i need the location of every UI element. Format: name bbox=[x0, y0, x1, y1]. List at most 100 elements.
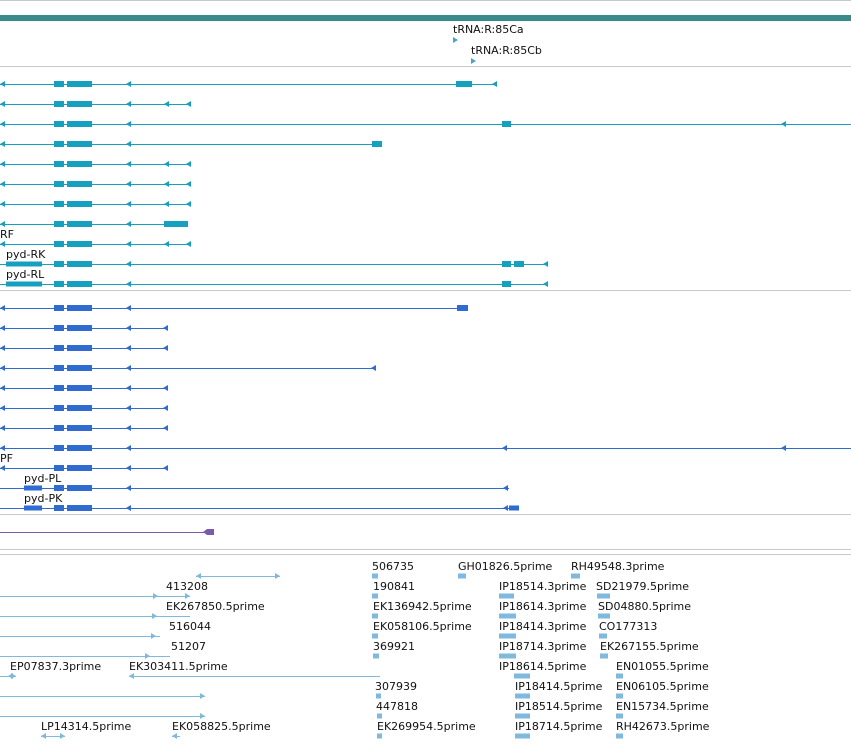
est-label[interactable]: LP14314.5prime bbox=[41, 720, 132, 733]
transcript-row[interactable] bbox=[0, 121, 851, 127]
transcript-row[interactable] bbox=[0, 281, 548, 287]
transcript-label[interactable]: RF bbox=[0, 228, 14, 241]
transcript-row[interactable] bbox=[0, 425, 168, 431]
strand-arrow-icon bbox=[126, 485, 131, 491]
exon-block bbox=[456, 81, 472, 87]
transcript-row[interactable] bbox=[0, 305, 468, 311]
exon-block bbox=[54, 221, 64, 227]
transcript-row[interactable] bbox=[0, 385, 168, 391]
transcript-label[interactable]: pyd-PL bbox=[24, 472, 62, 485]
gene-span-bar[interactable] bbox=[0, 15, 851, 21]
transcript-row[interactable] bbox=[0, 101, 191, 107]
strand-arrow-icon bbox=[163, 405, 168, 411]
est-label[interactable]: 190841 bbox=[373, 580, 415, 593]
transcript-label[interactable]: pyd-PK bbox=[24, 492, 63, 505]
transcript-row[interactable] bbox=[0, 241, 191, 247]
strand-arrow-icon bbox=[126, 101, 131, 107]
est-label[interactable]: EN15734.5prime bbox=[616, 700, 709, 713]
transcript-row[interactable] bbox=[0, 141, 382, 147]
exon-block bbox=[372, 141, 382, 147]
strand-arrow-icon bbox=[0, 405, 5, 411]
est-label[interactable]: IP18714.5prime bbox=[515, 720, 603, 733]
est-label[interactable]: 516044 bbox=[169, 620, 211, 633]
est-label[interactable]: IP18514.5prime bbox=[515, 700, 603, 713]
est-label[interactable]: EK058825.5prime bbox=[172, 720, 271, 733]
transcript-row[interactable] bbox=[0, 445, 851, 451]
strand-arrow-icon bbox=[0, 305, 5, 311]
strand-arrow-icon bbox=[503, 485, 508, 491]
est-label[interactable]: CO177313 bbox=[599, 620, 658, 633]
est-block bbox=[499, 633, 516, 639]
exon-block bbox=[54, 141, 64, 147]
est-label[interactable]: EK267850.5prime bbox=[166, 600, 265, 613]
est-label[interactable]: GH01826.5prime bbox=[458, 560, 553, 573]
strand-arrow-icon bbox=[126, 505, 131, 511]
strand-arrow-icon bbox=[492, 81, 497, 87]
est-label[interactable]: SD21979.5prime bbox=[596, 580, 689, 593]
exon-block bbox=[67, 141, 92, 147]
transcript-row[interactable] bbox=[0, 161, 191, 167]
strand-arrow-icon bbox=[126, 181, 131, 187]
est-label[interactable]: EK136942.5prime bbox=[373, 600, 472, 613]
transcript-row[interactable] bbox=[0, 201, 191, 207]
est-label[interactable]: IP18714.3prime bbox=[499, 640, 587, 653]
exon-block bbox=[54, 81, 64, 87]
transcript-row[interactable] bbox=[0, 465, 168, 471]
transcript-row[interactable] bbox=[0, 505, 519, 511]
transcript-row[interactable] bbox=[0, 261, 548, 267]
strand-arrow-icon bbox=[186, 161, 191, 167]
exon-block bbox=[54, 425, 64, 431]
est-label[interactable]: 307939 bbox=[375, 680, 417, 693]
est-label[interactable]: 506735 bbox=[372, 560, 414, 573]
est-arrow-icon bbox=[60, 733, 65, 739]
est-label[interactable]: EN01055.5prime bbox=[616, 660, 709, 673]
est-label[interactable]: IP18414.5prime bbox=[515, 680, 603, 693]
est-arrow-icon bbox=[196, 573, 201, 579]
est-arrow-icon bbox=[129, 673, 134, 679]
transcript-row[interactable] bbox=[0, 365, 376, 371]
transcript-label[interactable]: pyd-RK bbox=[6, 248, 46, 261]
est-label[interactable]: IP18614.5prime bbox=[499, 660, 587, 673]
est-label[interactable]: EK058106.5prime bbox=[373, 620, 472, 633]
transcript-row[interactable] bbox=[0, 325, 168, 331]
est-arrow-icon bbox=[41, 733, 46, 739]
est-label[interactable]: 369921 bbox=[373, 640, 415, 653]
transcript-row[interactable] bbox=[0, 485, 509, 491]
est-label[interactable]: 51207 bbox=[171, 640, 206, 653]
transcript-row[interactable] bbox=[0, 181, 191, 187]
strand-arrow-icon bbox=[543, 281, 548, 287]
exon-block bbox=[67, 385, 92, 391]
est-label[interactable]: 447818 bbox=[376, 700, 418, 713]
est-block bbox=[598, 613, 610, 619]
est-label[interactable]: IP18614.3prime bbox=[499, 600, 587, 613]
trna-label[interactable]: tRNA:R:85Cb bbox=[471, 44, 542, 57]
est-label[interactable]: EK267155.5prime bbox=[600, 640, 699, 653]
est-label[interactable]: IP18414.3prime bbox=[499, 620, 587, 633]
transcript-label[interactable]: pyd-RL bbox=[6, 268, 45, 281]
est-label[interactable]: EP07837.3prime bbox=[10, 660, 102, 673]
transcript-row[interactable] bbox=[0, 405, 168, 411]
exon-block bbox=[457, 305, 468, 311]
exon-block bbox=[24, 485, 42, 491]
exon-block bbox=[67, 161, 92, 167]
transcript-row[interactable] bbox=[0, 81, 497, 87]
trna-label[interactable]: tRNA:R:85Ca bbox=[453, 23, 524, 36]
est-block bbox=[458, 573, 466, 579]
est-label[interactable]: EK269954.5prime bbox=[377, 720, 476, 733]
est-label[interactable]: SD04880.5prime bbox=[598, 600, 691, 613]
est-label[interactable]: 413208 bbox=[166, 580, 208, 593]
transcript-label[interactable]: PF bbox=[0, 452, 13, 465]
transcript-row[interactable] bbox=[0, 345, 168, 351]
est-block bbox=[372, 593, 378, 599]
strand-arrow-icon bbox=[0, 201, 5, 207]
est-label[interactable]: RH42673.5prime bbox=[616, 720, 710, 733]
est-label[interactable]: RH49548.3prime bbox=[571, 560, 665, 573]
est-label[interactable]: EK303411.5prime bbox=[129, 660, 228, 673]
mrna-track-blue bbox=[0, 305, 851, 511]
est-label[interactable]: EN06105.5prime bbox=[616, 680, 709, 693]
exon-block bbox=[67, 261, 92, 267]
exon-block bbox=[67, 221, 92, 227]
transcript-row[interactable] bbox=[0, 221, 188, 227]
est-label[interactable]: IP18514.3prime bbox=[499, 580, 587, 593]
